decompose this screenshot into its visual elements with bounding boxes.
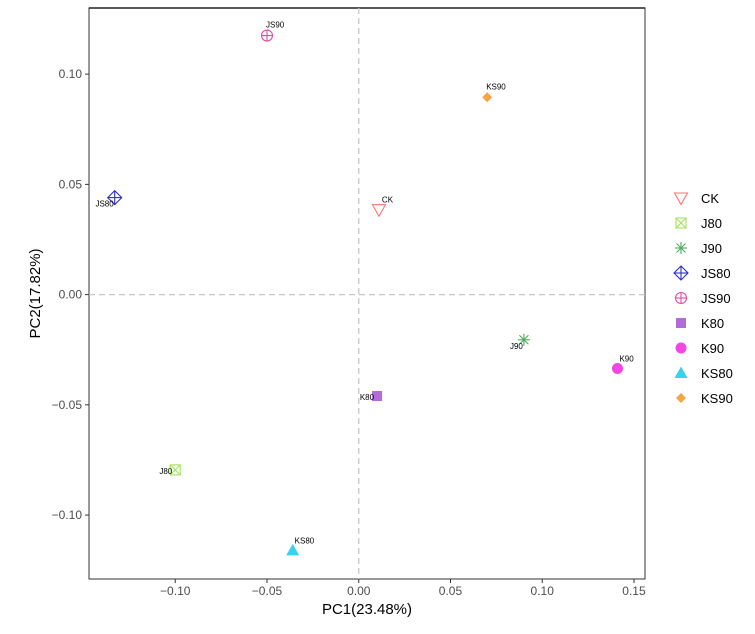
point-js80 bbox=[106, 189, 123, 206]
legend-key-j90 bbox=[675, 242, 687, 254]
marker-shape bbox=[372, 391, 383, 402]
legend-label-j80: J80 bbox=[701, 216, 722, 231]
legend-key-ks80 bbox=[674, 366, 688, 378]
point-ks90 bbox=[482, 92, 493, 103]
legend-key-j80 bbox=[675, 217, 687, 229]
marker-shape bbox=[611, 362, 623, 374]
legend-item-ks80: KS80 bbox=[674, 366, 733, 381]
marker-shape bbox=[676, 393, 686, 403]
point-label-ck: CK bbox=[382, 196, 394, 205]
legend-label-k80: K80 bbox=[701, 316, 724, 331]
legend-key-k80 bbox=[676, 318, 686, 328]
marker-shape bbox=[675, 217, 687, 229]
point-js90 bbox=[260, 29, 274, 42]
plot-panel: −0.10 −0.05 0.00 0.05 0.10 0.15 0.10 0.05 0.00 −0… bbox=[27, 7, 646, 618]
point-label-ks80: KS80 bbox=[295, 536, 315, 545]
marker-shape bbox=[482, 92, 493, 103]
point-label-k90: K90 bbox=[619, 354, 634, 363]
y-tick-label: −0.10 bbox=[52, 508, 83, 522]
point-k90 bbox=[611, 362, 623, 374]
legend-item-j80: J80 bbox=[675, 216, 722, 231]
marker-shape bbox=[675, 217, 687, 229]
x-tick-label: −0.05 bbox=[252, 584, 283, 598]
point-label-js80: JS80 bbox=[95, 200, 114, 209]
legend-key-ck bbox=[673, 192, 689, 206]
point-k80 bbox=[372, 391, 383, 402]
marker-shape bbox=[674, 366, 688, 378]
point-label-k80: K80 bbox=[360, 393, 375, 402]
legend-item-k90: K90 bbox=[675, 341, 724, 356]
point-label-js90: JS90 bbox=[266, 21, 285, 30]
legend-label-js90: JS90 bbox=[701, 291, 731, 306]
marker-shape bbox=[676, 318, 686, 328]
point-ck bbox=[371, 204, 387, 218]
marker-shape bbox=[169, 464, 181, 476]
legend-key-k90 bbox=[675, 342, 687, 354]
legend-label-js80: JS80 bbox=[701, 266, 731, 281]
legend-label-ck: CK bbox=[701, 191, 719, 206]
x-tick-label: 0.00 bbox=[347, 584, 371, 598]
legend-item-js80: JS80 bbox=[673, 265, 731, 281]
y-tick-label: 0.10 bbox=[59, 67, 83, 81]
legend-label-ks80: KS80 bbox=[701, 366, 733, 381]
legend-label-j90: J90 bbox=[701, 241, 722, 256]
x-tick-label: 0.05 bbox=[439, 584, 463, 598]
x-axis-title: PC1(23.48%) bbox=[322, 601, 412, 618]
legend-item-j90: J90 bbox=[675, 241, 722, 256]
legend-key-ks90 bbox=[676, 393, 686, 403]
legend: CK J80 J90 JS80 JS90 K80 K90 KS80 KS90 bbox=[673, 191, 733, 406]
y-axis-title: PC2(17.82%) bbox=[27, 248, 44, 338]
point-label-ks90: KS90 bbox=[486, 82, 506, 91]
y-tick-label: 0.05 bbox=[59, 177, 83, 191]
y-tick-label: −0.05 bbox=[52, 398, 83, 412]
legend-key-js90 bbox=[674, 291, 688, 305]
point-j90 bbox=[517, 333, 530, 346]
point-label-j90: J90 bbox=[510, 342, 523, 351]
marker-shape bbox=[371, 204, 387, 218]
x-tick-label: −0.10 bbox=[160, 584, 191, 598]
legend-item-ks90: KS90 bbox=[676, 391, 733, 406]
marker-shape bbox=[286, 543, 300, 556]
x-tick-label: 0.15 bbox=[622, 584, 646, 598]
marker-shape bbox=[519, 334, 529, 345]
point-ks80 bbox=[286, 543, 300, 556]
x-tick-label: 0.10 bbox=[531, 584, 555, 598]
marker-shape bbox=[675, 342, 687, 354]
marker-shape bbox=[676, 243, 686, 253]
legend-item-js90: JS90 bbox=[674, 291, 731, 306]
marker-shape bbox=[673, 192, 689, 206]
point-j80 bbox=[169, 464, 181, 476]
y-tick-label: 0.00 bbox=[59, 288, 83, 302]
legend-label-k90: K90 bbox=[701, 341, 724, 356]
legend-item-k80: K80 bbox=[676, 316, 724, 331]
legend-label-ks90: KS90 bbox=[701, 391, 733, 406]
plot-background bbox=[88, 7, 646, 580]
marker-shape bbox=[169, 464, 181, 476]
legend-key-js80 bbox=[673, 265, 689, 281]
legend-item-ck: CK bbox=[673, 191, 719, 206]
point-label-j80: J80 bbox=[159, 467, 172, 476]
